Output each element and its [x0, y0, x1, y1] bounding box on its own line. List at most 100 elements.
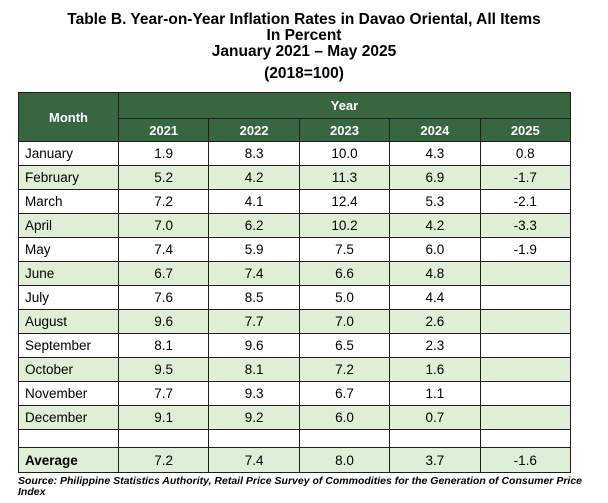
spacer-row [18, 429, 572, 448]
table-period: January 2021 – May 2025 [211, 43, 397, 60]
month-cell: July [18, 285, 119, 310]
empty-cell [117, 429, 210, 448]
table-row: August 9.6 7.7 7.0 2.6 [18, 309, 572, 334]
value-cell: 5.9 [208, 237, 300, 262]
value-cell: 9.5 [117, 357, 210, 382]
empty-cell [479, 429, 572, 448]
month-cell: February [18, 165, 119, 190]
value-cell: 5.3 [389, 189, 481, 214]
value-cell: 8.3 [208, 141, 300, 166]
empty-cell [208, 429, 300, 448]
value-cell: 5.0 [298, 285, 391, 310]
month-cell: October [18, 357, 119, 382]
value-cell: 7.0 [117, 213, 210, 238]
value-cell: 4.2 [208, 165, 300, 190]
value-cell: 9.2 [208, 405, 300, 430]
value-cell: 9.6 [208, 333, 300, 358]
table-row: January 1.9 8.3 10.0 4.3 0.8 [18, 141, 572, 166]
value-cell [479, 261, 572, 286]
year-column-header: 2025 [479, 118, 572, 142]
average-value-cell: 3.7 [389, 447, 481, 473]
value-cell: 7.0 [298, 309, 391, 334]
average-label: Average [18, 447, 119, 473]
value-cell: 6.2 [208, 213, 300, 238]
value-cell: 0.8 [479, 141, 572, 166]
value-cell: 4.8 [389, 261, 481, 286]
value-cell: 7.7 [208, 309, 300, 334]
value-cell: 2.3 [389, 333, 481, 358]
value-cell: 1.9 [117, 141, 210, 166]
table-row: December 9.1 9.2 6.0 0.7 [18, 405, 572, 430]
value-cell [479, 309, 572, 334]
value-cell: 1.1 [389, 381, 481, 406]
month-column-header: Month [18, 92, 119, 142]
value-cell: 7.5 [298, 237, 391, 262]
value-cell: 6.0 [389, 237, 481, 262]
value-cell [479, 333, 572, 358]
empty-cell [389, 429, 481, 448]
year-column-header: 2023 [298, 118, 391, 142]
month-cell: April [18, 213, 119, 238]
value-cell: 4.2 [389, 213, 481, 238]
value-cell: 6.6 [298, 261, 391, 286]
value-cell: 12.4 [298, 189, 391, 214]
average-value-cell: 8.0 [298, 447, 391, 473]
table-row: November 7.7 9.3 6.7 1.1 [18, 381, 572, 406]
value-cell: 10.0 [298, 141, 391, 166]
value-cell: 8.1 [117, 333, 210, 358]
month-cell: May [18, 237, 119, 262]
value-cell: 9.3 [208, 381, 300, 406]
table-row: March 7.2 4.1 12.4 5.3 -2.1 [18, 189, 572, 214]
value-cell: 6.7 [298, 381, 391, 406]
table-base-year: (2018=100) [264, 65, 344, 82]
value-cell: 4.4 [389, 285, 481, 310]
value-cell: 10.2 [298, 213, 391, 238]
value-cell: 4.3 [389, 141, 481, 166]
value-cell: 11.3 [298, 165, 391, 190]
value-cell: 9.1 [117, 405, 210, 430]
value-cell [479, 405, 572, 430]
value-cell: 7.4 [208, 261, 300, 286]
table-row: October 9.5 8.1 7.2 1.6 [18, 357, 572, 382]
value-cell [479, 381, 572, 406]
month-cell: September [18, 333, 119, 358]
table-row: May 7.4 5.9 7.5 6.0 -1.9 [18, 237, 572, 262]
value-cell: 7.2 [298, 357, 391, 382]
value-cell: -1.7 [479, 165, 572, 190]
value-cell: 8.5 [208, 285, 300, 310]
average-row: Average 7.2 7.4 8.0 3.7 -1.6 [18, 447, 572, 473]
table-row: July 7.6 8.5 5.0 4.4 [18, 285, 572, 310]
value-cell: 5.2 [117, 165, 210, 190]
value-cell: -1.9 [479, 237, 572, 262]
value-cell: 8.1 [208, 357, 300, 382]
value-cell: 7.7 [117, 381, 210, 406]
source-note: Source: Philippine Statistics Authority,… [18, 475, 583, 498]
year-column-header: 2024 [389, 118, 481, 142]
value-cell: 2.6 [389, 309, 481, 334]
table-body: January 1.9 8.3 10.0 4.3 0.8 February 5.2 4.2 11.… [18, 141, 572, 473]
month-cell: June [18, 261, 119, 286]
average-value-cell: -1.6 [479, 447, 572, 473]
value-cell: 7.4 [117, 237, 210, 262]
year-group-header: Year [118, 92, 571, 119]
value-cell: -3.3 [479, 213, 572, 238]
month-cell: August [18, 309, 119, 334]
month-cell: March [18, 189, 119, 214]
average-value-cell: 7.2 [117, 447, 210, 473]
year-column-header: 2021 [117, 118, 210, 142]
table-title: Table B. Year-on-Year Inflation Rates in… [67, 11, 541, 28]
table-unit: In Percent [266, 27, 342, 44]
table-row: September 8.1 9.6 6.5 2.3 [18, 333, 572, 358]
table-row: April 7.0 6.2 10.2 4.2 -3.3 [18, 213, 572, 238]
value-cell: 1.6 [389, 357, 481, 382]
value-cell: 7.6 [117, 285, 210, 310]
value-cell: 4.1 [208, 189, 300, 214]
empty-cell [298, 429, 391, 448]
month-cell: December [18, 405, 119, 430]
average-value-cell: 7.4 [208, 447, 300, 473]
value-cell: 6.7 [117, 261, 210, 286]
month-cell: January [18, 141, 119, 166]
value-cell [479, 285, 572, 310]
table-row: June 6.7 7.4 6.6 4.8 [18, 261, 572, 286]
value-cell: 0.7 [389, 405, 481, 430]
